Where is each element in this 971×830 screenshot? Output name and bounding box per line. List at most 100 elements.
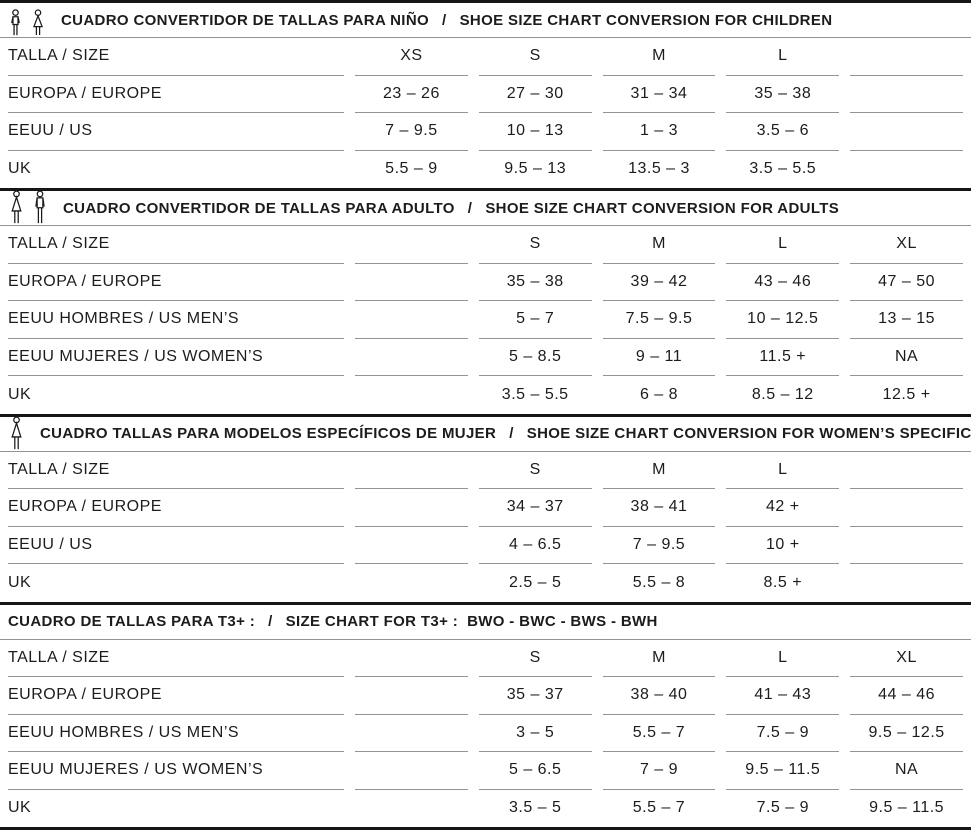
size-value-cell <box>355 677 468 715</box>
row-label: UK <box>8 799 32 817</box>
size-value-cell: 31 – 34 <box>602 76 716 113</box>
row-label: EEUU / US <box>8 527 344 564</box>
table-row: UK 3.5 – 5 5.5 – 7 7.5 – 9 9.5 – 11.5 <box>0 790 971 828</box>
table-row: UK 2.5 – 5 5.5 – 8 8.5 + <box>0 564 971 602</box>
size-value-cell: 43 – 46 <box>726 264 840 301</box>
size-value-cell: 13 – 15 <box>850 301 963 339</box>
section-title-bar: CUADRO DE TALLAS PARA T3+ : / SIZE CHART F… <box>0 605 971 640</box>
size-value-cell: 5.5 – 8 <box>632 573 686 591</box>
size-value-cell: 4 – 6.5 <box>478 527 592 564</box>
table-row: EUROPA / EUROPE 35 – 37 38 – 40 41 – 43 44 –… <box>0 677 971 715</box>
section-title-es: CUADRO CONVERTIDOR DE TALLAS PARA ADULTO <box>63 199 455 217</box>
size-value-cell: 27 – 30 <box>478 76 592 113</box>
size-value-cell <box>850 76 963 113</box>
size-chart-section-t3plus: CUADRO DE TALLAS PARA T3+ : / SIZE CHART F… <box>0 601 971 828</box>
size-value-cell: L <box>726 452 840 489</box>
table-row: TALLA / SIZE S M L <box>0 452 971 489</box>
size-value-cell <box>850 564 963 602</box>
title-slash: / <box>467 199 473 217</box>
woman-icon <box>8 190 25 224</box>
size-value-cell: 8.5 + <box>763 573 803 591</box>
row-label: TALLA / SIZE <box>8 452 344 489</box>
row-label: UK <box>8 573 32 591</box>
size-value-cell: 3.5 – 6 <box>726 113 840 151</box>
size-value-cell: 6 – 8 <box>639 385 679 403</box>
size-value-cell: 5.5 – 9 <box>385 160 438 178</box>
table-row: UK 3.5 – 5.5 6 – 8 8.5 – 12 12.5 + <box>0 376 971 414</box>
row-label: EUROPA / EUROPE <box>8 264 344 301</box>
table-row: EUROPA / EUROPE 35 – 38 39 – 42 43 – 46 47 –… <box>0 264 971 301</box>
row-label: EUROPA / EUROPE <box>8 677 344 715</box>
row-label: TALLA / SIZE <box>8 226 344 264</box>
size-value-cell <box>850 151 963 189</box>
size-value-cell: 9 – 11 <box>602 339 716 376</box>
size-value-cell <box>355 339 468 376</box>
table-row: EUROPA / EUROPE 23 – 26 27 – 30 31 – 34 35 –… <box>0 76 971 113</box>
size-value-cell: L <box>726 640 840 677</box>
size-value-cell: 12.5 + <box>882 385 931 403</box>
table-row: EEUU MUJERES / US WOMEN’S 5 – 6.5 7 – 9 9.5… <box>0 752 971 790</box>
size-chart-section-womens-specific: CUADRO TALLAS PARA MODELOS ESPECÍFICOS D… <box>0 413 971 602</box>
size-value-cell: 3.5 – 5.5 <box>749 160 817 178</box>
row-label: UK <box>8 385 32 403</box>
table-row: EEUU / US 4 – 6.5 7 – 9.5 10 + <box>0 527 971 564</box>
size-value-cell: 35 – 38 <box>478 264 592 301</box>
size-value-cell: NA <box>850 752 963 790</box>
size-value-cell <box>355 790 468 828</box>
section-title-bar: CUADRO CONVERTIDOR DE TALLAS PARA NIÑO / S… <box>0 3 971 38</box>
size-value-cell <box>850 489 963 527</box>
size-value-cell: 38 – 40 <box>602 677 716 715</box>
section-title-es: CUADRO TALLAS PARA MODELOS ESPECÍFICOS D… <box>40 425 497 442</box>
size-value-cell: XS <box>355 38 468 76</box>
size-value-cell: 5 – 6.5 <box>478 752 592 790</box>
size-value-cell: 5.5 – 7 <box>602 715 716 752</box>
section-title-en: SHOE SIZE CHART CONVERSION FOR WOMEN’S S… <box>526 425 971 442</box>
size-value-cell: 10 – 12.5 <box>726 301 840 339</box>
size-value-cell: XL <box>850 226 963 264</box>
size-chart-section-children: CUADRO CONVERTIDOR DE TALLAS PARA NIÑO / S… <box>0 0 971 188</box>
size-value-cell: M <box>602 640 716 677</box>
size-value-cell: 5 – 8.5 <box>478 339 592 376</box>
size-value-cell <box>355 489 468 527</box>
row-label: EEUU HOMBRES / US MEN’S <box>8 715 344 752</box>
row-label: TALLA / SIZE <box>8 640 344 677</box>
title-figure-icons <box>8 416 25 451</box>
section-title-en: SHOE SIZE CHART CONVERSION FOR CHILDREN <box>459 11 833 29</box>
woman-icon <box>8 416 25 450</box>
size-value-cell: 10 – 13 <box>478 113 592 151</box>
size-value-cell: 7 – 9.5 <box>355 113 468 151</box>
size-value-cell: 1 – 3 <box>602 113 716 151</box>
row-label: EEUU MUJERES / US WOMEN’S <box>8 339 344 376</box>
section-title-bar: CUADRO TALLAS PARA MODELOS ESPECÍFICOS D… <box>0 416 971 452</box>
size-value-cell <box>355 564 468 602</box>
row-label: UK <box>8 160 32 178</box>
size-value-cell: 7 – 9.5 <box>602 527 716 564</box>
size-value-cell: 7 – 9 <box>602 752 716 790</box>
size-value-cell: 5.5 – 7 <box>632 799 686 817</box>
size-chart-section-adults: CUADRO CONVERTIDOR DE TALLAS PARA ADULTO… <box>0 188 971 414</box>
section-title-bar: CUADRO CONVERTIDOR DE TALLAS PARA ADULTO… <box>0 190 971 226</box>
size-value-cell <box>355 527 468 564</box>
size-value-cell: M <box>602 226 716 264</box>
table-row: EEUU MUJERES / US WOMEN’S 5 – 8.5 9 – 11 11… <box>0 339 971 376</box>
table-row: TALLA / SIZE XS S M L <box>0 38 971 76</box>
size-value-cell: 3 – 5 <box>478 715 592 752</box>
section-title-en: SHOE SIZE CHART CONVERSION FOR ADULTS <box>485 199 840 217</box>
section-title-es: CUADRO DE TALLAS PARA T3+ : <box>8 613 256 630</box>
size-value-cell: 47 – 50 <box>850 264 963 301</box>
size-value-cell: 5 – 7 <box>478 301 592 339</box>
size-value-cell: S <box>478 226 592 264</box>
size-value-cell: 3.5 – 5 <box>508 799 562 817</box>
table-row: TALLA / SIZE S M L XL <box>0 226 971 264</box>
row-label: EUROPA / EUROPE <box>8 76 344 113</box>
table-row: EEUU / US 7 – 9.5 10 – 13 1 – 3 3.5 – 6 <box>0 113 971 151</box>
row-label: TALLA / SIZE <box>8 38 344 76</box>
title-figure-icons <box>8 3 46 37</box>
row-label: EEUU / US <box>8 113 344 151</box>
size-value-cell <box>850 113 963 151</box>
size-value-cell: S <box>478 452 592 489</box>
size-value-cell: M <box>602 452 716 489</box>
section-title-es: CUADRO CONVERTIDOR DE TALLAS PARA NIÑO <box>61 11 430 29</box>
section-title-en: SIZE CHART FOR T3+ : BWO - BWC - BWS - B… <box>285 613 658 630</box>
